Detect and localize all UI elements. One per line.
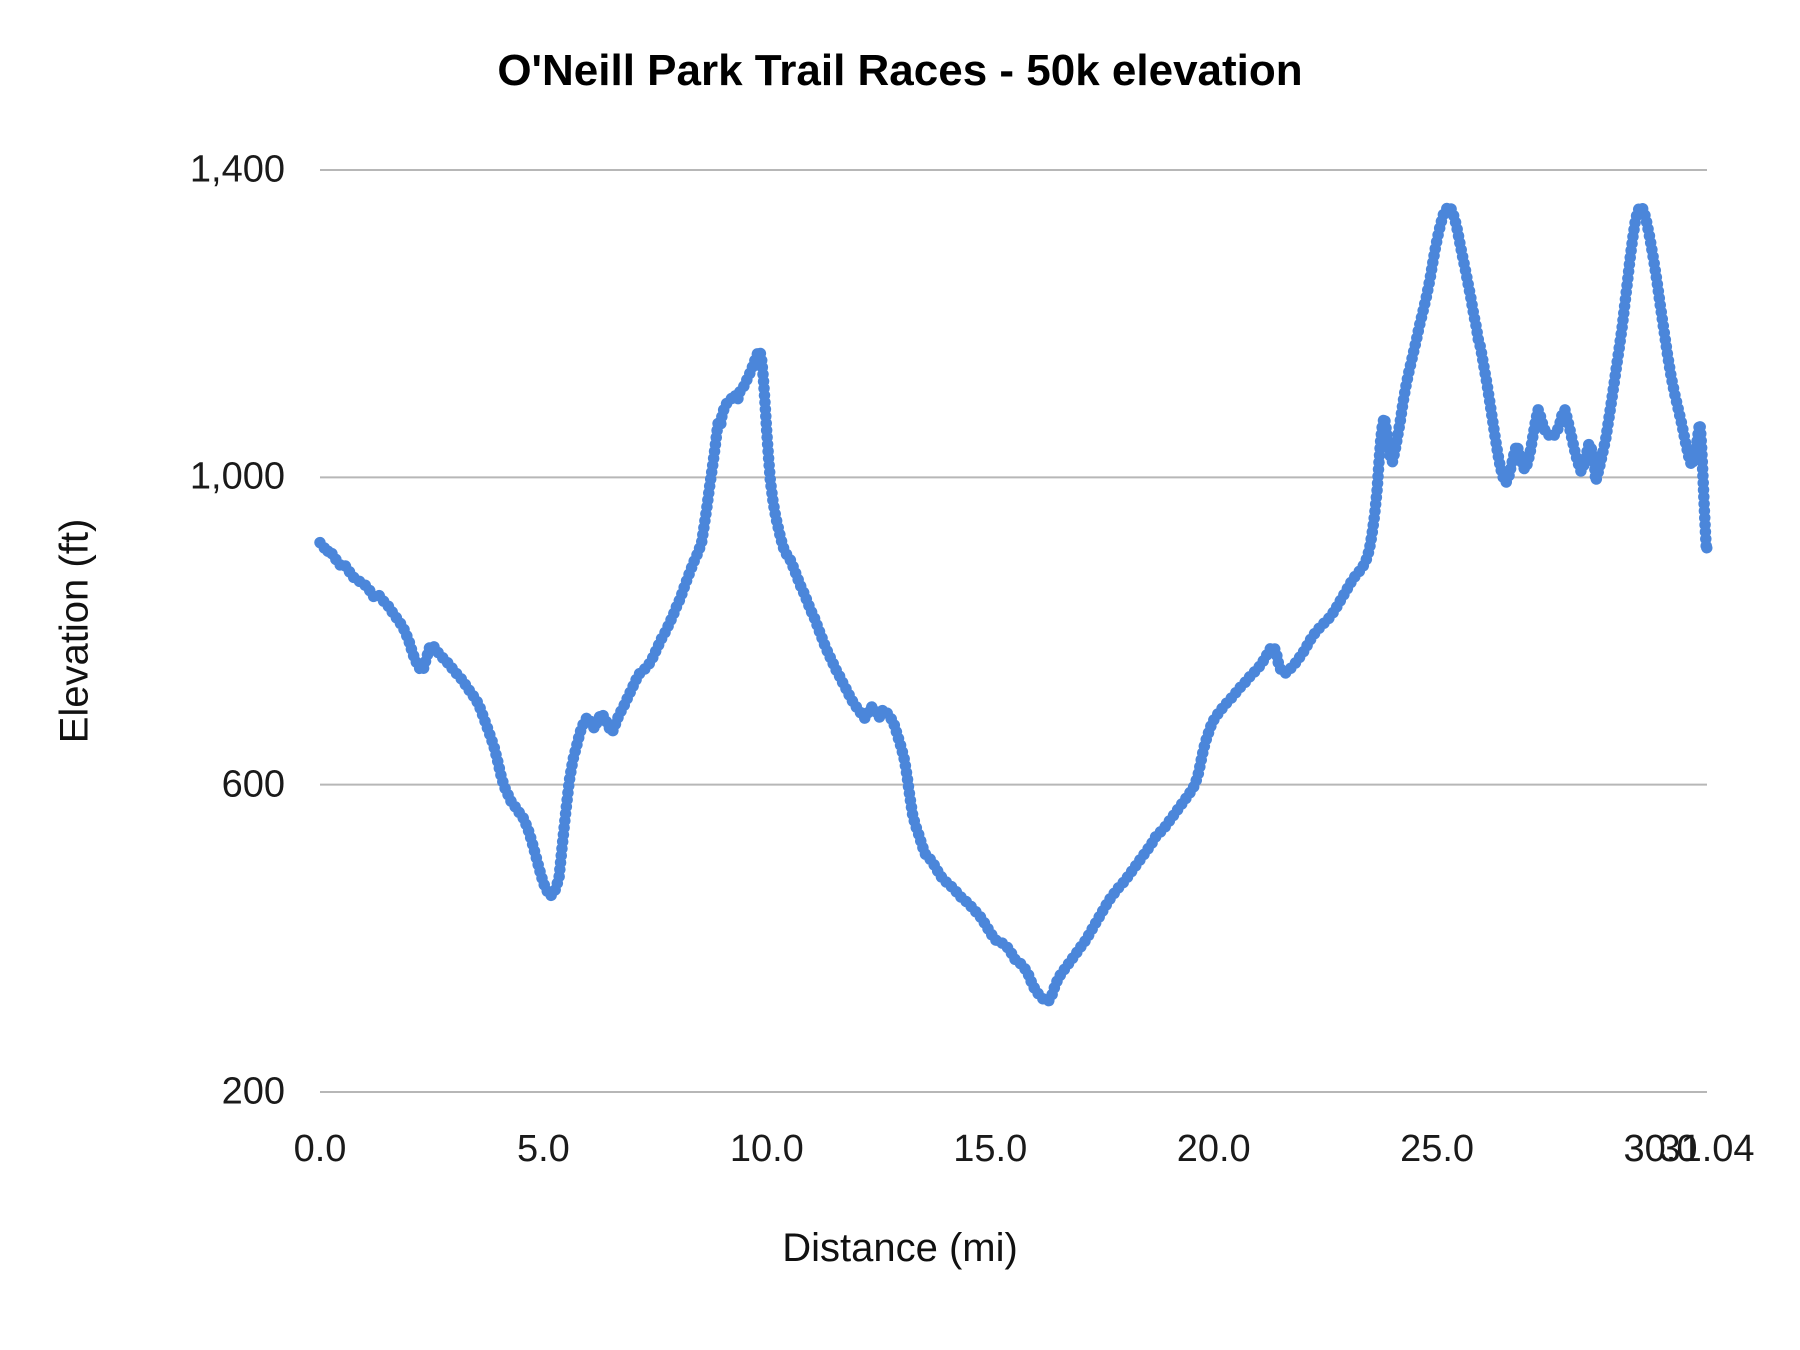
y-tick-200: 200 [221,1070,285,1113]
x-tick-20: 20.0 [1176,1128,1251,1170]
chart-title: O'Neill Park Trail Races - 50k elevation [497,46,1303,95]
elevation-profile-series [314,200,1713,1008]
x-tick-31-04: 31.04 [1659,1128,1755,1170]
y-tick-1400: 1,400 [189,148,285,191]
x-tick-15: 15.0 [953,1128,1028,1170]
y-axis-title: Elevation (ft) [52,518,97,744]
gridlines [320,169,1707,1093]
y-tick-600: 600 [221,763,285,806]
x-tick-0: 0.0 [293,1128,347,1170]
x-tick-10: 10.0 [729,1128,804,1170]
x-tick-30: 30.0 [1623,1128,1698,1170]
x-tick-5: 5.0 [516,1128,570,1170]
x-axis-title: Distance (mi) [782,1226,1018,1270]
x-tick-25: 25.0 [1400,1128,1475,1170]
y-tick-1000: 1,000 [189,455,285,498]
